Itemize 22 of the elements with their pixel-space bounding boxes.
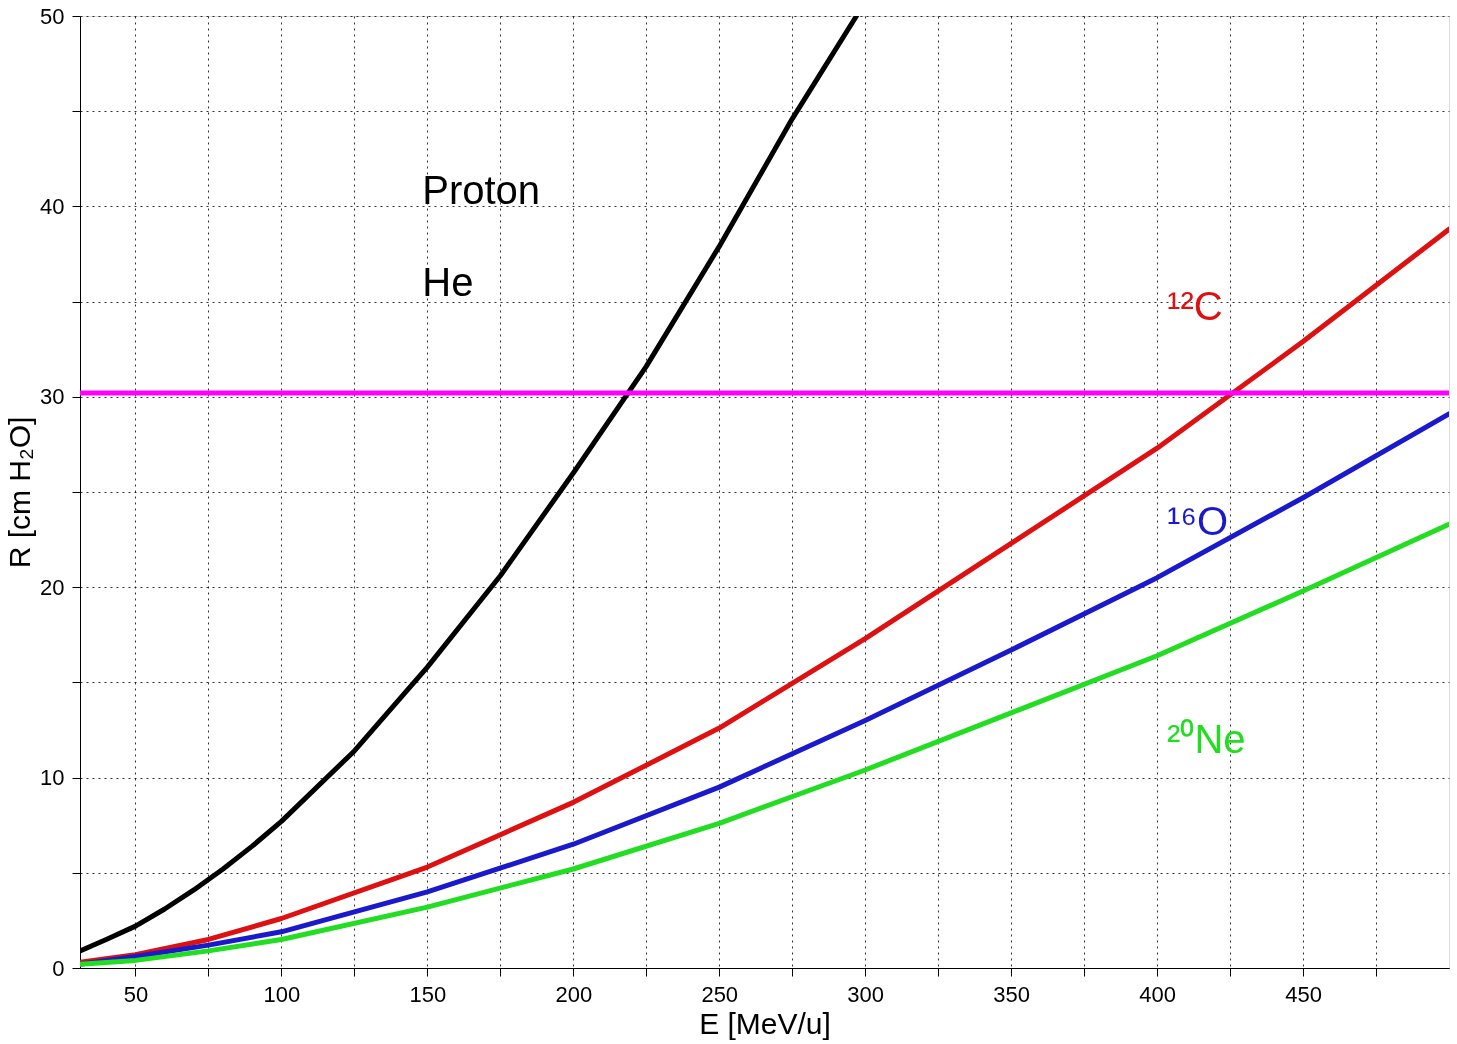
y-tick-label: 30	[40, 384, 65, 410]
y-axis-title: R [cm H₂O]	[3, 416, 37, 569]
annotation: Proton	[422, 168, 541, 213]
x-tick-label: 300	[847, 981, 885, 1007]
y-tick-label: 20	[40, 574, 65, 600]
x-tick-label: 150	[409, 981, 447, 1007]
x-axis-title: E [MeV/u]	[699, 1006, 831, 1040]
y-tick-label: 10	[40, 765, 65, 791]
y-tick-label: 0	[52, 955, 65, 981]
x-tick-label: 400	[1139, 981, 1176, 1007]
x-tick-label: 200	[555, 981, 593, 1007]
series-label: ¹²C	[1167, 284, 1223, 329]
series-label: ¹⁶O	[1167, 498, 1229, 543]
y-tick-label: 40	[40, 193, 65, 219]
x-tick-label: 450	[1285, 981, 1322, 1007]
annotation: He	[422, 260, 474, 305]
series-label: ²⁰Ne	[1167, 716, 1246, 761]
y-tick-label: 50	[40, 3, 65, 29]
x-tick-label: 250	[701, 981, 739, 1007]
x-tick-label: 50	[123, 981, 149, 1007]
x-tick-label: 100	[263, 981, 301, 1007]
x-tick-label: 350	[993, 981, 1031, 1007]
